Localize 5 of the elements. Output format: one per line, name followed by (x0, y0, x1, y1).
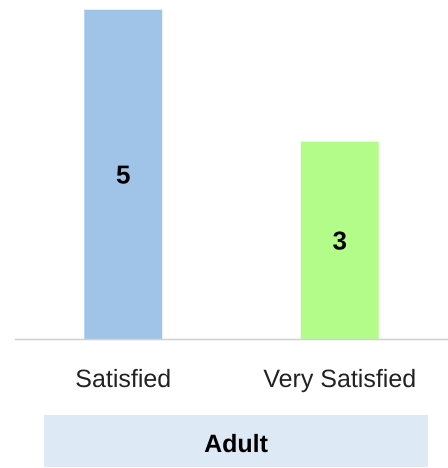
x-tick-label: Satisfied (75, 365, 172, 393)
x-tick-label: Very Satisfied (263, 365, 416, 393)
x-axis-title: Adult (204, 430, 269, 458)
data-label: 5 (116, 160, 130, 190)
data-label: 3 (332, 226, 347, 256)
